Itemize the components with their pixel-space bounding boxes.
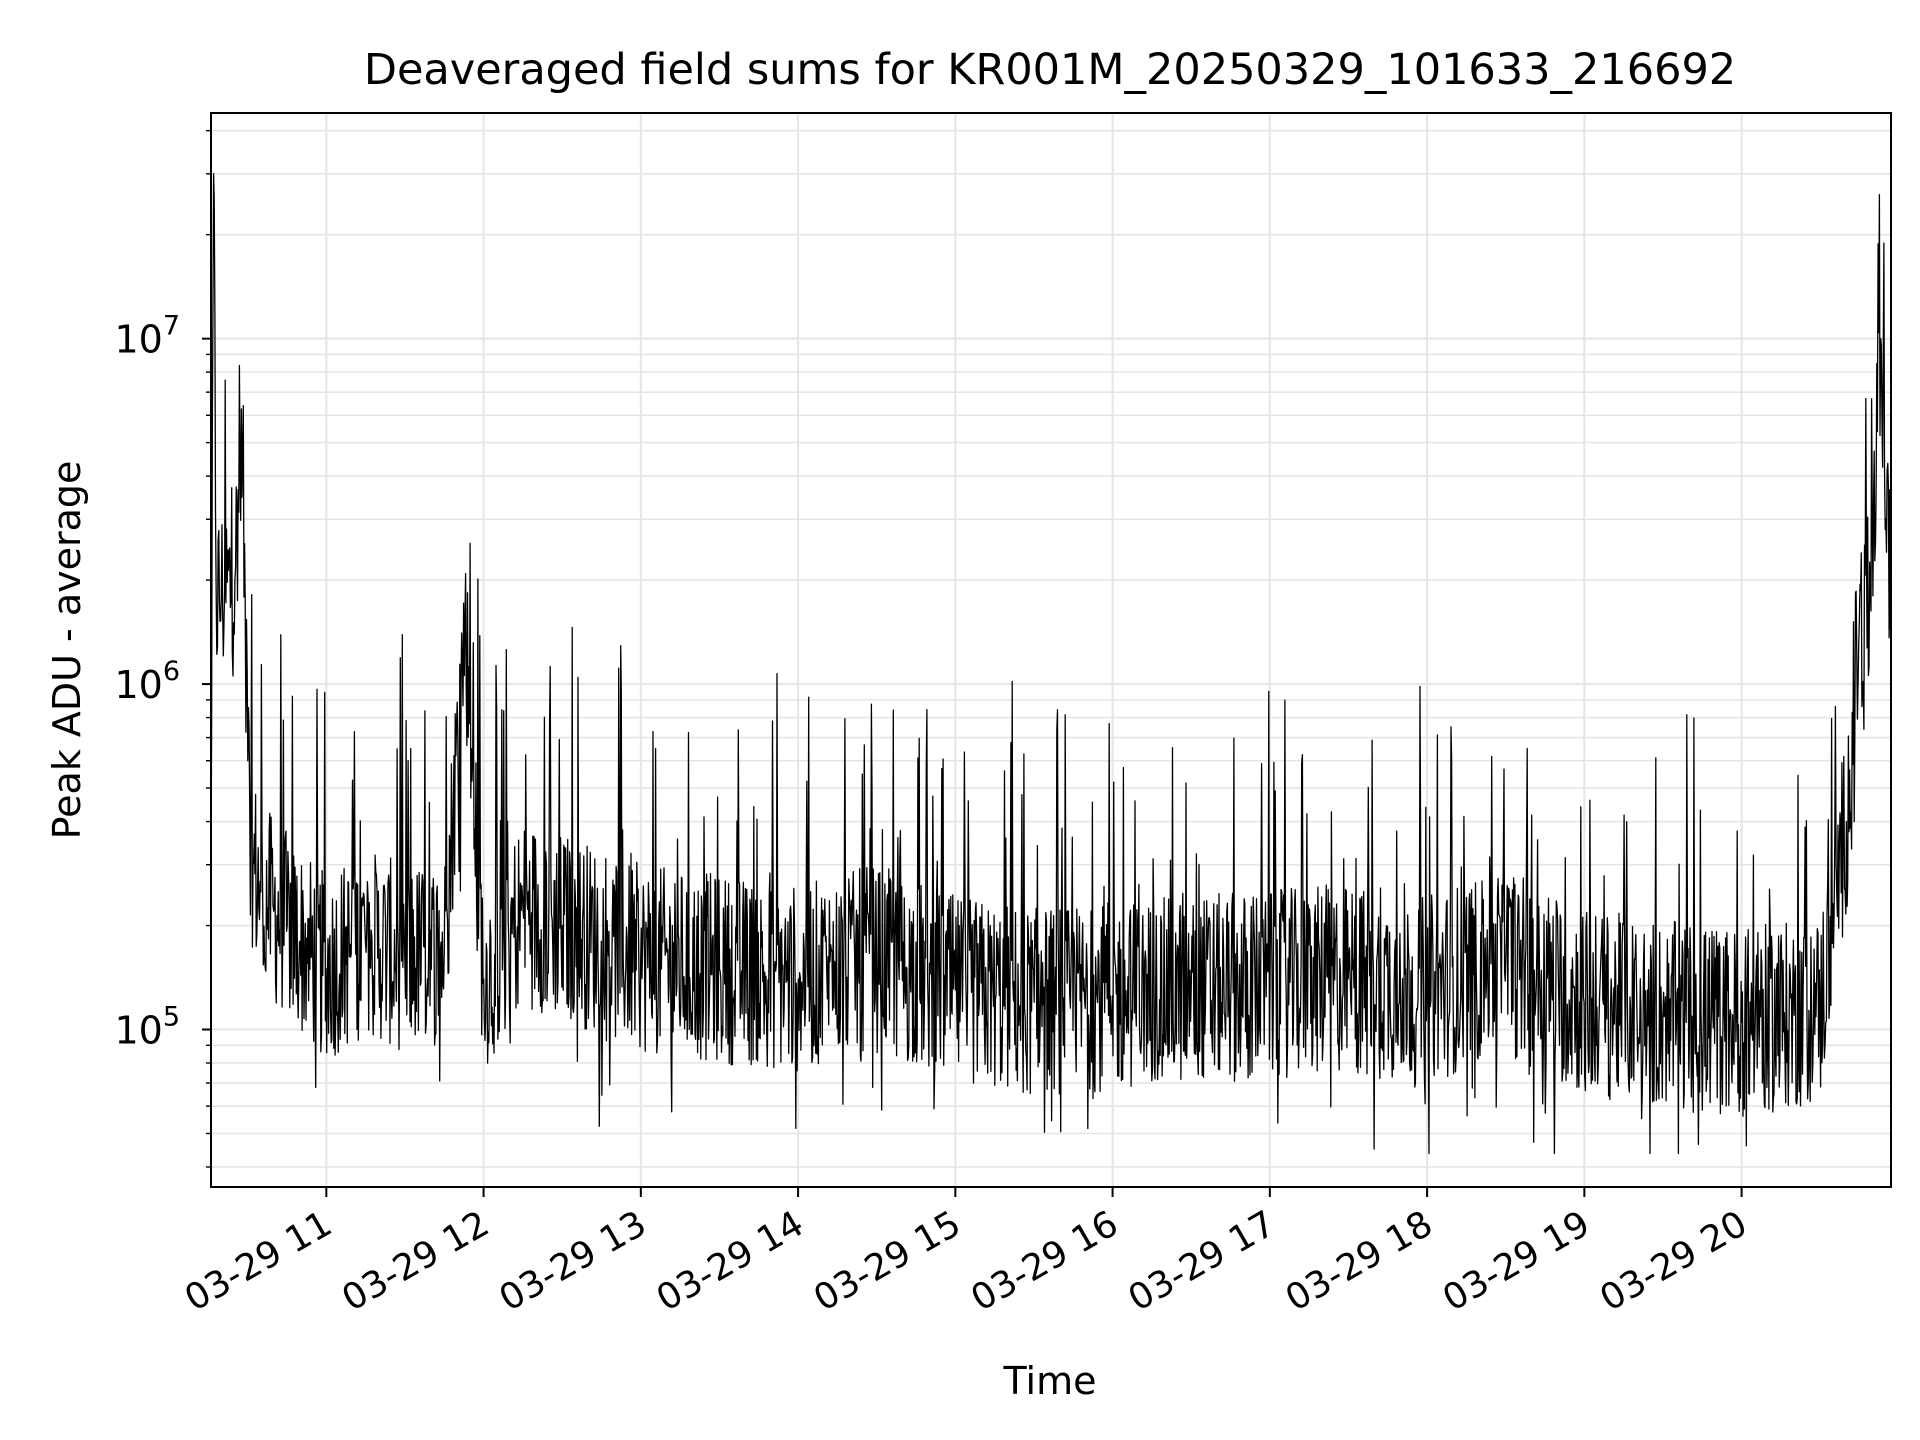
y-tick-label: 106 [114,656,180,707]
plot-frame [210,112,1892,1188]
chart-title: Deaveraged field sums for KR001M_2025032… [364,45,1736,95]
series-line [210,173,1892,1155]
y-axis-label: Peak ADU - average [45,461,89,840]
x-axis-label: Time [1003,1359,1097,1403]
y-tick-label: 105 [114,1002,180,1053]
series-layer [210,173,1892,1155]
y-tick-label: 107 [114,311,180,362]
